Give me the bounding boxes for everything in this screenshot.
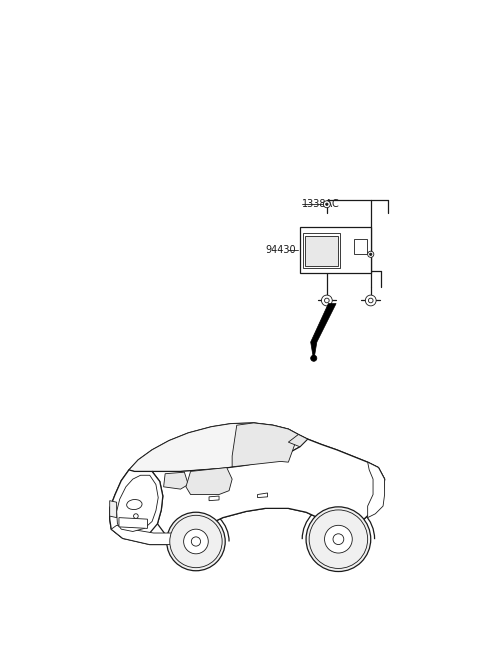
Polygon shape	[368, 462, 384, 518]
Circle shape	[167, 512, 225, 571]
Polygon shape	[119, 518, 147, 528]
Circle shape	[333, 534, 344, 544]
Polygon shape	[110, 423, 384, 544]
Text: 1338AC: 1338AC	[302, 199, 340, 209]
Polygon shape	[152, 439, 384, 544]
Circle shape	[324, 525, 352, 553]
Circle shape	[370, 253, 372, 255]
Polygon shape	[186, 468, 232, 495]
Circle shape	[324, 201, 330, 208]
Polygon shape	[209, 496, 219, 501]
Polygon shape	[288, 434, 308, 447]
Circle shape	[326, 203, 328, 205]
Circle shape	[133, 514, 138, 518]
Circle shape	[192, 537, 201, 546]
Polygon shape	[111, 525, 186, 544]
Polygon shape	[305, 236, 337, 266]
Circle shape	[306, 507, 371, 571]
Polygon shape	[232, 423, 299, 467]
Polygon shape	[311, 304, 336, 356]
Circle shape	[322, 295, 332, 306]
Circle shape	[309, 510, 368, 569]
Polygon shape	[164, 472, 188, 489]
Circle shape	[368, 251, 374, 257]
Polygon shape	[110, 501, 117, 518]
Text: 94430: 94430	[265, 245, 296, 255]
Ellipse shape	[127, 499, 142, 510]
Circle shape	[184, 529, 208, 554]
Circle shape	[324, 298, 329, 303]
Polygon shape	[354, 239, 367, 255]
Circle shape	[365, 295, 376, 306]
Polygon shape	[129, 423, 308, 472]
Circle shape	[311, 355, 317, 361]
Circle shape	[170, 516, 222, 567]
Polygon shape	[117, 475, 158, 531]
Polygon shape	[110, 470, 163, 539]
Polygon shape	[300, 228, 371, 273]
Polygon shape	[303, 234, 340, 268]
Circle shape	[369, 298, 373, 303]
Polygon shape	[258, 493, 267, 498]
